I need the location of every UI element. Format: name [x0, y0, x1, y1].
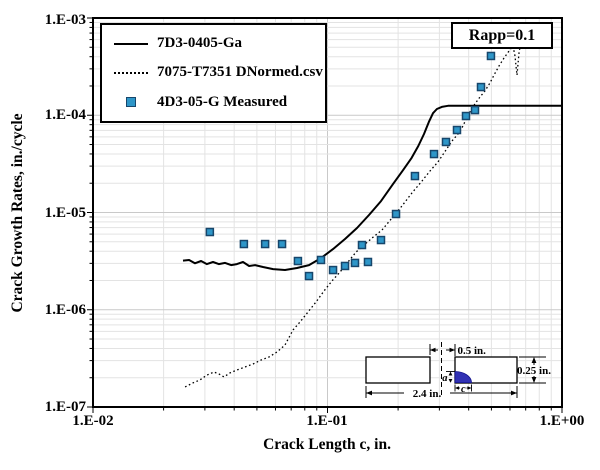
legend-label: 7075-T7351 DNormed.csv [157, 64, 323, 81]
x-axis-title: Crack Length c, in. [263, 436, 391, 453]
crack-shape [454, 371, 472, 383]
data-point-marker [363, 257, 373, 267]
data-point-marker [239, 239, 249, 249]
arrowhead-left-icon [455, 386, 459, 390]
plot-border [92, 17, 563, 408]
arrowhead-left-icon [366, 390, 372, 396]
arrowhead-up-icon [448, 371, 453, 376]
y-tick-label: 1.E-06 [44, 302, 86, 318]
data-point-marker [376, 235, 386, 245]
arrowhead-right-icon [449, 347, 455, 353]
data-point-marker [316, 255, 326, 265]
data-point-marker [205, 227, 215, 237]
series-line-0 [182, 104, 562, 271]
legend-label: 7D3-0405-Ga [157, 35, 242, 52]
y-tick-label: 1.E-05 [44, 205, 86, 221]
data-point-marker [350, 258, 360, 268]
specimen-inset-diagram: 0.5 in. 0.25 in. 2.4 in. a c [365, 342, 551, 400]
data-point-marker [429, 149, 439, 159]
data-point-marker [452, 125, 462, 135]
data-point-marker [357, 240, 367, 250]
x-tick-label: 1.E-02 [72, 413, 114, 429]
data-point-marker [410, 171, 420, 181]
data-point-marker [277, 239, 287, 249]
data-point-marker [461, 111, 471, 121]
thickness-dimension-label: 0.25 in. [517, 365, 551, 377]
y-tick-label: 1.E-04 [44, 107, 86, 123]
arrowhead-up-icon [531, 357, 537, 363]
arrowhead-right-icon [511, 390, 517, 396]
arrowhead-down-icon [531, 377, 537, 383]
width-dimension-label: 2.4 in. [413, 388, 442, 400]
data-point-marker [260, 239, 270, 249]
offset-dimension-label: 0.5 in. [458, 345, 487, 357]
legend-box: 7D3-0405-Ga 7075-T7351 DNormed.csv 4D3-0… [100, 23, 327, 123]
y-tick-label: 1.E-07 [44, 399, 86, 415]
arrowhead-down-icon [448, 379, 453, 383]
data-point-marker [340, 261, 350, 271]
data-point-marker [486, 51, 496, 61]
y-tick-label: 1.E-03 [44, 12, 86, 28]
crack-halflength-label: c [461, 384, 466, 395]
x-tick-label: 1.E+00 [539, 413, 585, 429]
legend-entry-dotted: 7075-T7351 DNormed.csv [114, 60, 325, 86]
arrowhead-right-icon [467, 386, 472, 390]
arrowhead-left-icon [430, 347, 436, 353]
data-point-marker [476, 82, 486, 92]
dotted-line-sample-icon [114, 71, 148, 74]
data-point-marker [470, 105, 480, 115]
data-point-marker [293, 256, 303, 266]
specimen-left-rect [365, 356, 431, 384]
solid-line-sample-icon [114, 42, 148, 45]
data-point-marker [328, 265, 338, 275]
legend-label: 4D3-05-G Measured [157, 93, 288, 110]
legend-entry-measured: 4D3-05-G Measured [114, 89, 325, 115]
series-markers-2 [205, 51, 496, 281]
legend-entry-solid: 7D3-0405-Ga [114, 31, 325, 57]
data-point-marker [441, 137, 451, 147]
marker-swatch [126, 97, 136, 108]
stress-ratio-annotation-box: Rapp=0.1 [451, 22, 553, 49]
data-point-marker [391, 209, 401, 219]
x-tick-label: 1.E-01 [306, 413, 348, 429]
square-marker-sample-icon [114, 97, 148, 108]
y-axis-title: Crack Growth Rates, in./cycle [9, 113, 26, 313]
data-point-marker [304, 271, 314, 281]
crack-depth-label: a [442, 373, 447, 384]
